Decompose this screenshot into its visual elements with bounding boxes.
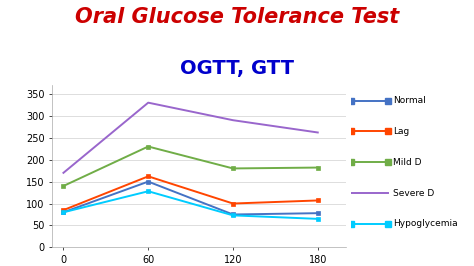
Text: OGTT, GTT: OGTT, GTT (180, 59, 294, 78)
Text: Mild D: Mild D (392, 158, 421, 167)
Text: Lag: Lag (392, 127, 409, 136)
Text: Hypoglycemia: Hypoglycemia (392, 219, 457, 228)
Text: Severe D: Severe D (392, 189, 434, 198)
Text: Oral Glucose Tolerance Test: Oral Glucose Tolerance Test (75, 7, 399, 27)
Text: Normal: Normal (392, 96, 425, 105)
